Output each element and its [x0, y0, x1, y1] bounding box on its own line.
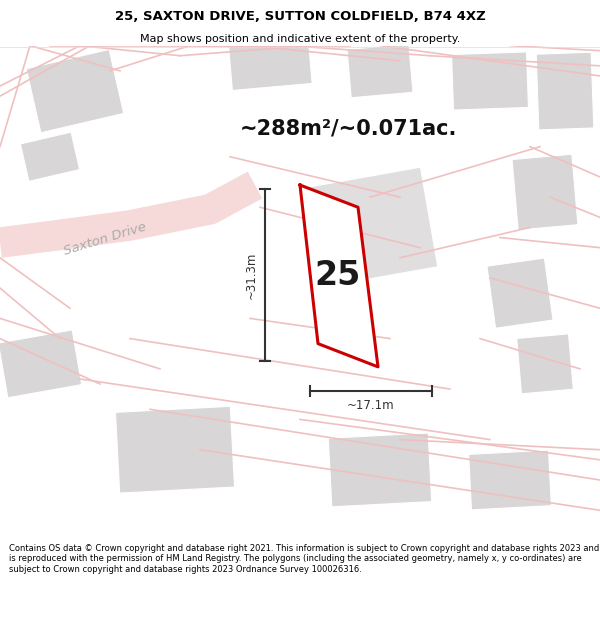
Polygon shape: [536, 52, 594, 130]
Polygon shape: [347, 44, 413, 98]
Polygon shape: [26, 49, 124, 132]
Polygon shape: [302, 168, 438, 288]
Polygon shape: [115, 406, 235, 493]
Text: ~31.3m: ~31.3m: [245, 251, 258, 299]
Text: 25: 25: [315, 259, 361, 292]
Polygon shape: [487, 258, 553, 328]
Polygon shape: [469, 450, 551, 510]
Polygon shape: [20, 132, 80, 181]
Polygon shape: [228, 31, 312, 91]
Polygon shape: [517, 334, 573, 394]
Text: ~288m²/~0.071ac.: ~288m²/~0.071ac.: [239, 119, 457, 139]
Text: 25, SAXTON DRIVE, SUTTON COLDFIELD, B74 4XZ: 25, SAXTON DRIVE, SUTTON COLDFIELD, B74 …: [115, 10, 485, 23]
Text: Saxton Drive: Saxton Drive: [62, 221, 148, 258]
Polygon shape: [0, 330, 82, 398]
Polygon shape: [300, 185, 378, 367]
Polygon shape: [512, 154, 578, 230]
Polygon shape: [452, 52, 529, 110]
Text: Contains OS data © Crown copyright and database right 2021. This information is : Contains OS data © Crown copyright and d…: [9, 544, 599, 574]
Text: ~17.1m: ~17.1m: [347, 399, 395, 412]
Text: Map shows position and indicative extent of the property.: Map shows position and indicative extent…: [140, 34, 460, 44]
Polygon shape: [328, 433, 432, 507]
